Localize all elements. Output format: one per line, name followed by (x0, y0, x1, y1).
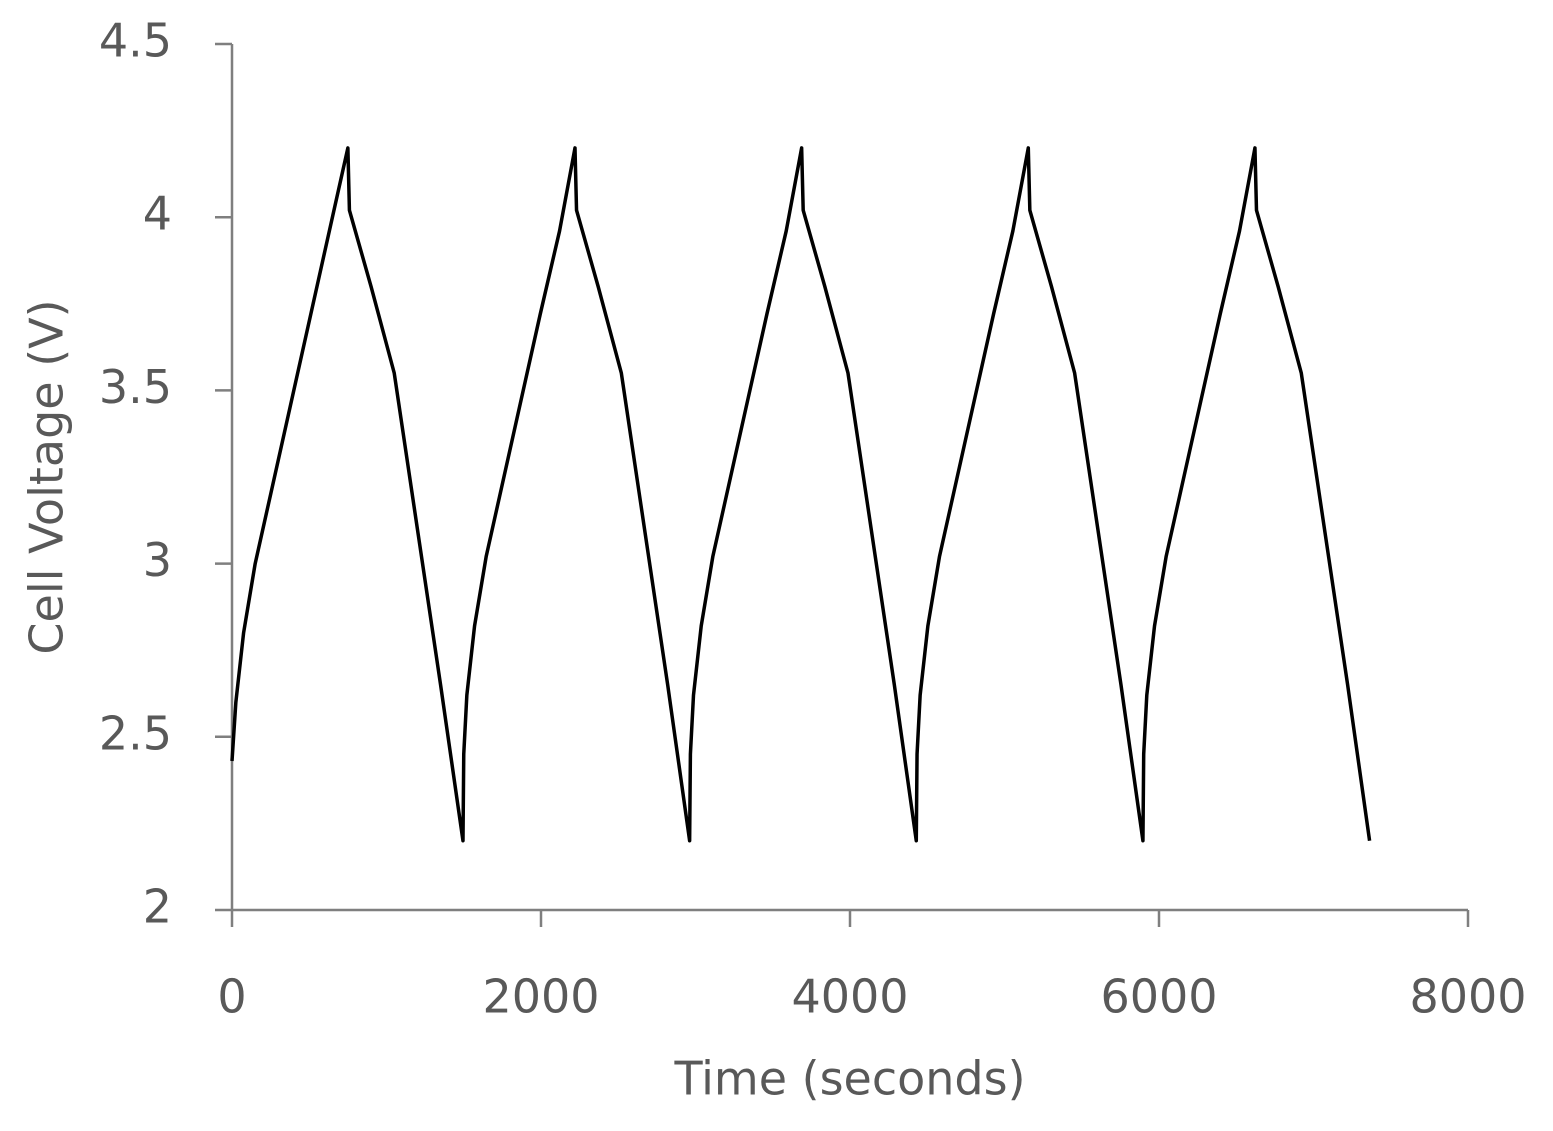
x-axis-title: Time (seconds) (673, 1052, 1025, 1106)
y-tick-label: 3.5 (99, 360, 172, 414)
y-tick-label: 2.5 (99, 706, 172, 760)
x-tick-label: 4000 (791, 970, 908, 1024)
y-tick-label: 4 (143, 187, 172, 241)
x-tick-label: 0 (217, 970, 246, 1024)
y-axis-title: Cell Voltage (V) (20, 299, 74, 654)
x-tick-label: 6000 (1100, 970, 1217, 1024)
x-tick-label: 8000 (1409, 970, 1526, 1024)
data-line (230, 146, 1372, 843)
y-tick-label: 4.5 (99, 14, 172, 68)
y-tick-label: 2 (143, 880, 172, 934)
y-tick-label: 3 (143, 533, 172, 587)
x-tick-label: 2000 (482, 970, 599, 1024)
